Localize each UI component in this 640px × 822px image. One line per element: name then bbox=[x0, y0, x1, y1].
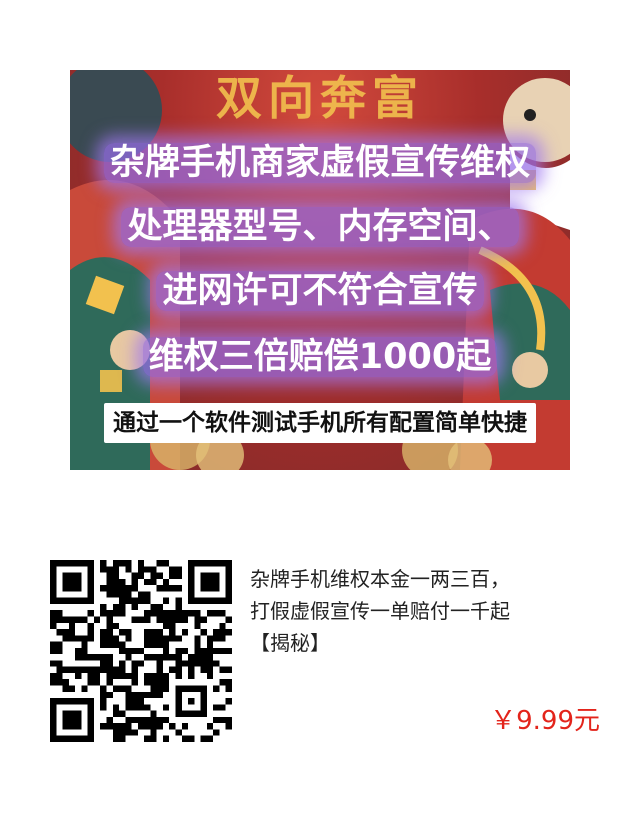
product-title-line-3: 【揭秘】 bbox=[250, 631, 330, 655]
qr-code-icon[interactable] bbox=[50, 560, 232, 742]
product-title-line-2: 打假虚假宣传一单赔付一千起 bbox=[250, 599, 510, 623]
product-description[interactable]: 杂牌手机维权本金一两三百， 打假虚假宣传一单赔付一千起 【揭秘】 bbox=[250, 563, 610, 659]
banner-line-1: 杂牌手机商家虚假宣传维权 bbox=[70, 134, 570, 185]
god-of-wealth-illustration bbox=[70, 70, 570, 470]
banner-line-3: 进网许可不符合宣传 bbox=[70, 262, 570, 313]
banner-line-2: 处理器型号、内存空间、 bbox=[70, 198, 570, 249]
banner-note: 通过一个软件测试手机所有配置简单快捷 bbox=[104, 403, 536, 443]
banner-heading: 双向奔富 bbox=[216, 71, 424, 125]
banner-line-4: 维权三倍赔偿1000起 bbox=[70, 328, 570, 379]
price-label: ￥9.99元 bbox=[490, 706, 600, 736]
product-title-line-1: 杂牌手机维权本金一两三百， bbox=[250, 567, 510, 591]
promo-banner: 双向奔富 杂牌手机商家虚假宣传维权 处理器型号、内存空间、 进网许可不符合宣传 … bbox=[70, 70, 570, 470]
